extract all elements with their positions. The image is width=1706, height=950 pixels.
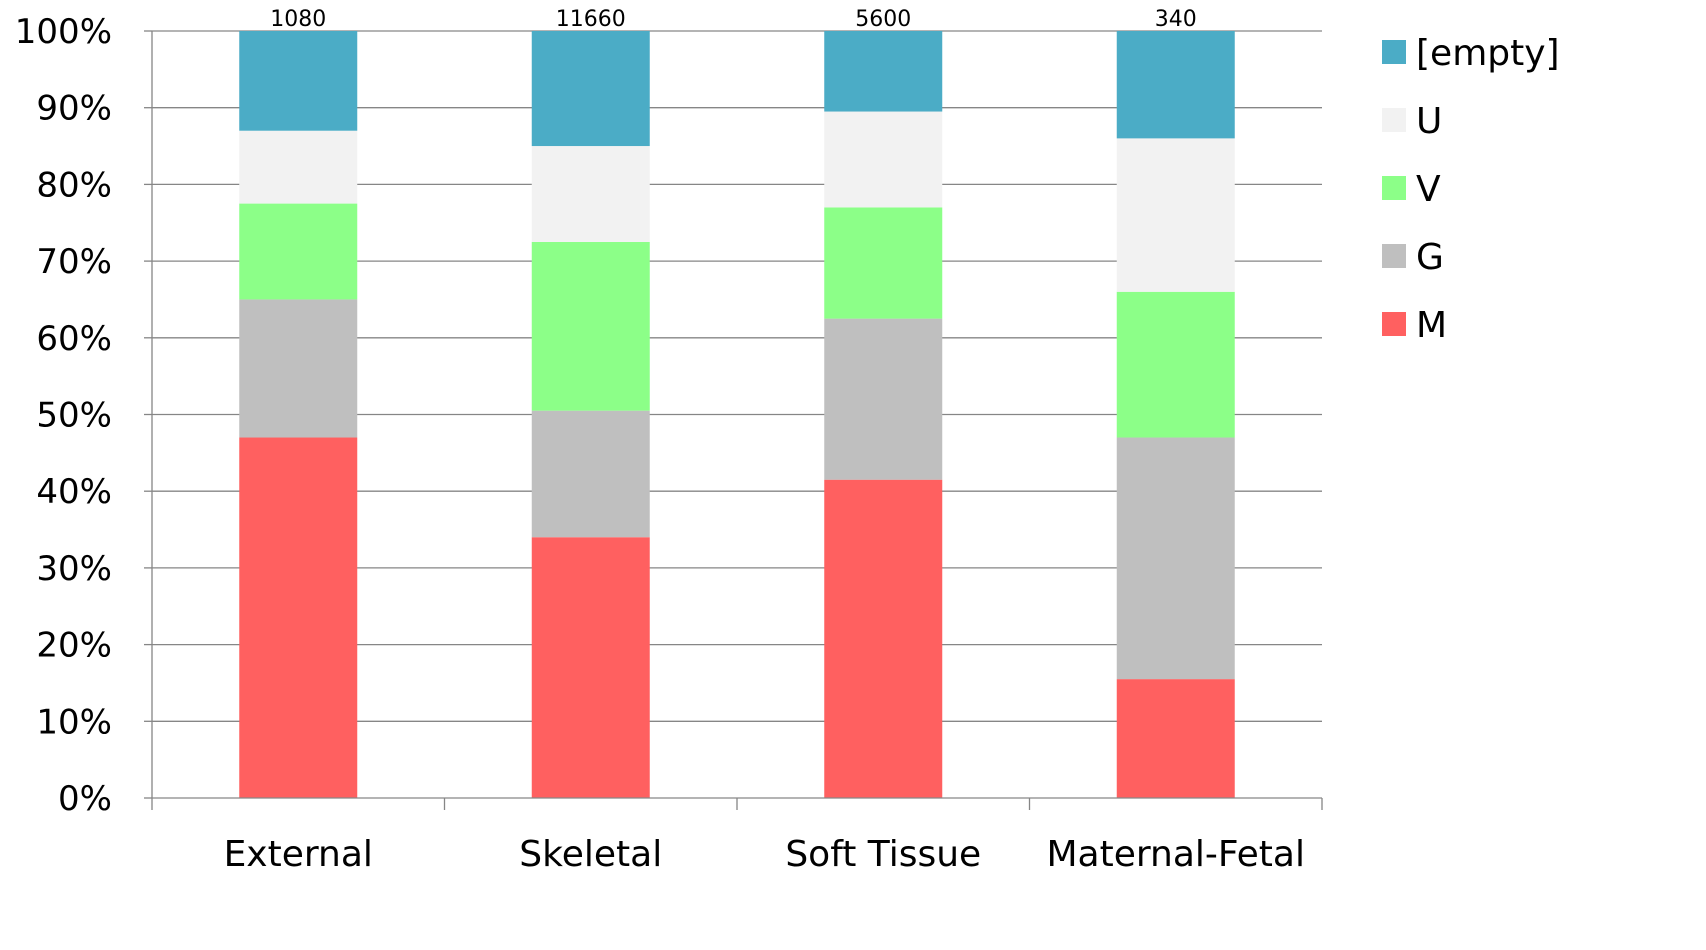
legend-swatch: [1382, 40, 1406, 64]
x-category-label: Skeletal: [519, 834, 662, 875]
legend-label: U: [1416, 101, 1442, 142]
bar-segment-u-3: [1116, 138, 1235, 292]
y-tick-label: 10%: [36, 702, 112, 742]
bar-segment-m-2: [824, 479, 943, 798]
y-tick-label: 50%: [36, 396, 112, 436]
bar-segment-u-0: [239, 130, 358, 204]
legend-swatch: [1382, 312, 1406, 336]
bar-segment-empty-1: [531, 31, 650, 147]
bar-segment-g-1: [531, 410, 650, 538]
bar-total-label: 5600: [855, 7, 911, 32]
bar-segment-m-1: [531, 537, 650, 798]
legend-label: M: [1416, 305, 1447, 346]
y-tick-label: 100%: [15, 12, 112, 52]
legend-swatch: [1382, 244, 1406, 268]
bar-segment-m-0: [239, 437, 358, 798]
bar-segment-u-2: [824, 111, 943, 208]
y-tick-label: 40%: [36, 472, 112, 512]
bar-segment-empty-3: [1116, 31, 1235, 139]
bar-total-label: 340: [1155, 7, 1197, 32]
y-tick-label: 90%: [36, 89, 112, 129]
x-category-label: External: [224, 834, 373, 875]
bar-segment-empty-0: [239, 31, 358, 131]
x-category-label: Soft Tissue: [785, 834, 981, 875]
bar-segment-m-3: [1116, 679, 1235, 798]
y-tick-label: 60%: [36, 319, 112, 359]
bar-total-label: 1080: [270, 7, 326, 32]
axes: 0% 10% 20% 30% 40% 50% 60% 70% 80% 90% 100% 1080 Ext…: [15, 7, 1323, 875]
y-tick-label: 20%: [36, 626, 112, 666]
y-tick-label: 0%: [58, 779, 112, 819]
bar-segment-v-1: [531, 241, 650, 411]
bars: [239, 31, 1235, 798]
bar-segment-empty-2: [824, 31, 943, 112]
legend-label: G: [1416, 237, 1444, 278]
y-tick-label: 70%: [36, 242, 112, 282]
bar-segment-g-0: [239, 299, 358, 438]
bar-segment-u-1: [531, 146, 650, 242]
bar-segment-g-3: [1116, 437, 1235, 680]
bar-total-label: 11660: [556, 7, 626, 32]
bar-segment-v-0: [239, 203, 358, 300]
legend-swatch: [1382, 108, 1406, 132]
legend-label: V: [1416, 169, 1441, 210]
bar-segment-g-2: [824, 318, 943, 480]
legend-swatch: [1382, 176, 1406, 200]
bar-segment-v-3: [1116, 291, 1235, 438]
bar-segment-v-2: [824, 207, 943, 319]
legend-label: [empty]: [1416, 33, 1560, 74]
y-tick-label: 80%: [36, 165, 112, 205]
x-category-label: Maternal-Fetal: [1047, 834, 1306, 875]
y-tick-label: 30%: [36, 549, 112, 589]
